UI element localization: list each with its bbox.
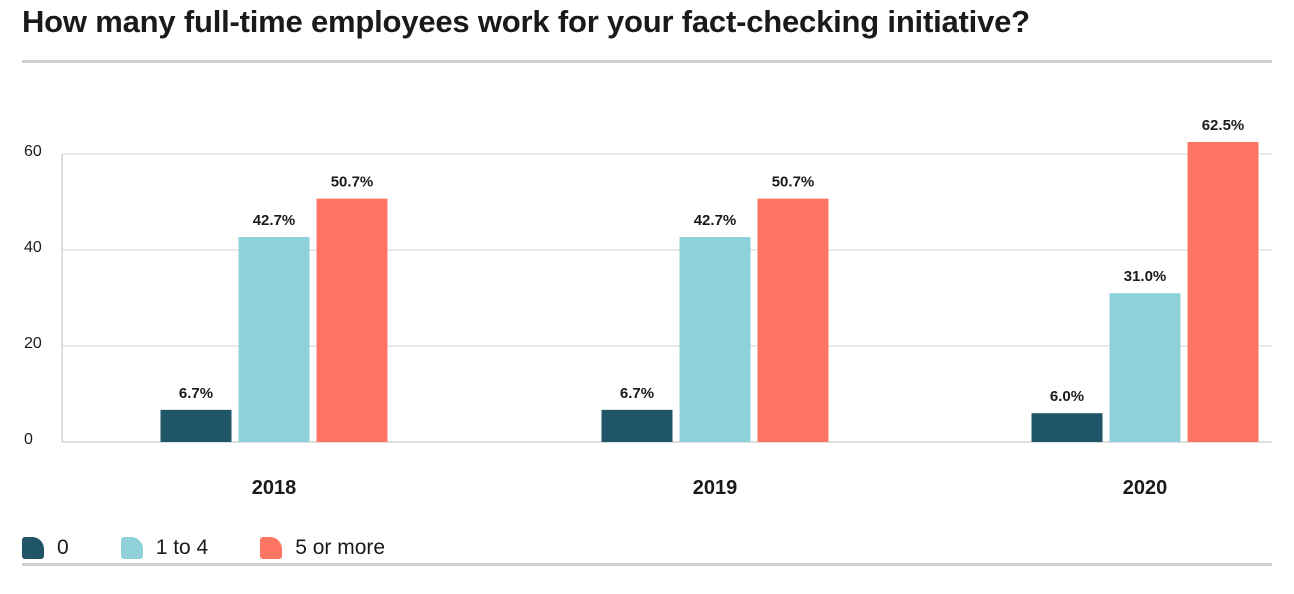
bar-2018-1-to-4: [238, 237, 310, 442]
bar-2019-1-to-4: [679, 237, 751, 442]
y-tick-label-20: 20: [24, 335, 42, 352]
title-divider: [22, 60, 1272, 63]
data-label-2020-5-or-more: 62.5%: [1202, 117, 1245, 134]
x-tick-label-2018: 2018: [252, 477, 297, 499]
data-label-2019-1-to-4: 42.7%: [694, 212, 737, 229]
data-label-2018-0: 6.7%: [179, 385, 213, 402]
y-tick-label-0: 0: [24, 431, 33, 448]
legend-item-0: 0: [22, 536, 69, 560]
x-tick-label-2019: 2019: [693, 477, 738, 499]
bars: [160, 142, 1259, 442]
chart-title: How many full-time employees work for yo…: [22, 4, 1030, 39]
legend-label-5-or-more: 5 or more: [295, 536, 386, 559]
legend-item-5-or-more: 5 or more: [260, 536, 385, 560]
legend-label-0: 0: [57, 536, 69, 559]
y-tick-label-60: 60: [24, 143, 42, 160]
data-labels: 2018 6.7% 42.7% 50.7% 2019 6.7% 42.7% 50.7% 2020…: [179, 117, 1244, 499]
data-label-2020-1-to-4: 31.0%: [1124, 268, 1167, 285]
y-tick-label-40: 40: [24, 239, 42, 256]
legend-item-1-to-4: 1 to 4: [120, 536, 209, 560]
bar-chart: 0 20 40 60 2018 6.7% 42.7% 50.7% 2019 6.7% 42.7% 5…: [24, 117, 1272, 499]
data-label-2019-0: 6.7%: [620, 385, 654, 402]
legend-swatch-1-to-4: [120, 537, 143, 559]
legend-label-1-to-4: 1 to 4: [155, 536, 209, 559]
bottom-divider: [22, 563, 1272, 566]
bar-2018-5-or-more: [316, 198, 388, 442]
data-label-2018-5-or-more: 50.7%: [331, 174, 374, 191]
bar-2019-0: [601, 409, 673, 442]
bar-2018-0: [160, 409, 232, 442]
data-label-2019-5-or-more: 50.7%: [772, 174, 815, 191]
bar-2020-1-to-4: [1109, 293, 1181, 442]
bar-2019-5-or-more: [757, 198, 829, 442]
legend-swatch-5-or-more: [260, 537, 283, 559]
data-label-2020-0: 6.0%: [1050, 388, 1084, 405]
bar-2020-5-or-more: [1187, 142, 1259, 442]
axis: 0 20 40 60: [24, 143, 63, 448]
x-tick-label-2020: 2020: [1123, 477, 1168, 499]
legend-swatch-0: [22, 537, 44, 559]
data-label-2018-1-to-4: 42.7%: [253, 212, 296, 229]
bar-2020-0: [1031, 413, 1103, 442]
legend: 0 1 to 4 5 or more: [22, 536, 437, 560]
